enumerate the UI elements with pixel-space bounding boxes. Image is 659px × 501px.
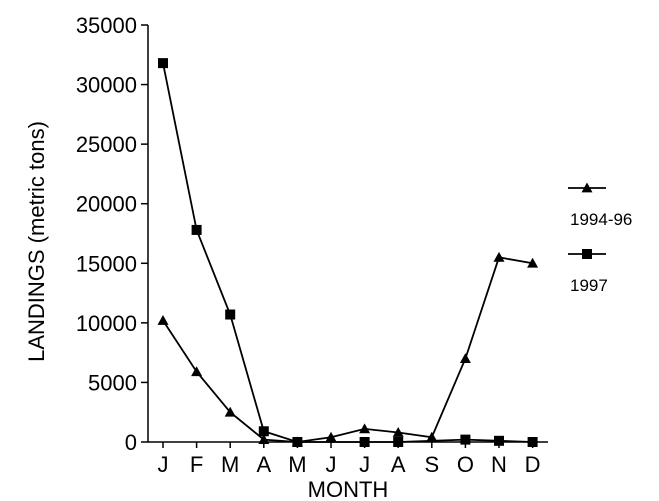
series-1997 xyxy=(158,58,538,447)
data-point-triangle xyxy=(426,431,438,442)
legend: 1994-96 1997 xyxy=(568,182,632,295)
data-point-triangle xyxy=(527,257,539,268)
data-point-square xyxy=(527,437,538,447)
x-tick-label: F xyxy=(190,452,203,477)
y-ticks: 0 5000 10000 15000 20000 25000 30000 35000 xyxy=(76,13,148,455)
data-point-square xyxy=(258,426,269,437)
data-point-square xyxy=(158,58,168,69)
y-axis-title: LANDINGS (metric tons) xyxy=(24,121,49,362)
data-point-triangle xyxy=(493,251,505,262)
x-tick-label: A xyxy=(256,452,271,477)
data-point-triangle xyxy=(157,314,169,325)
legend-label: 1994-96 xyxy=(570,210,632,229)
y-tick-label: 35000 xyxy=(76,13,137,38)
axes xyxy=(147,25,548,443)
legend-triangle-marker xyxy=(581,182,593,193)
series-layer xyxy=(157,58,539,447)
x-tick-label: D xyxy=(525,452,541,477)
data-point-square xyxy=(225,309,236,320)
y-tick-label: 10000 xyxy=(76,311,137,336)
y-tick-label: 20000 xyxy=(76,192,137,217)
y-tick-label: 5000 xyxy=(88,370,137,395)
data-point-triangle xyxy=(359,423,371,434)
x-tick-label: A xyxy=(391,452,406,477)
data-point-square xyxy=(191,224,202,235)
data-point-triangle xyxy=(191,366,203,377)
series-line xyxy=(162,62,533,443)
series-1994-96 xyxy=(157,251,539,447)
data-point-square xyxy=(393,437,404,447)
series-line xyxy=(162,256,533,443)
data-point-triangle xyxy=(325,431,337,442)
y-tick-label: 30000 xyxy=(76,73,137,98)
legend-square-marker xyxy=(582,249,592,259)
x-tick-label: J xyxy=(326,452,337,477)
data-point-triangle xyxy=(224,406,236,417)
legend-item: 1997 xyxy=(568,249,608,295)
x-tick-label: N xyxy=(491,452,507,477)
x-tick-label: M xyxy=(288,452,306,477)
legend-label: 1997 xyxy=(570,276,608,295)
x-tick-label: J xyxy=(359,452,370,477)
data-point-square xyxy=(292,437,303,447)
x-axis-title: MONTH xyxy=(308,477,389,501)
x-tick-label: M xyxy=(221,452,239,477)
x-tick-label: J xyxy=(158,452,169,477)
x-tick-label: O xyxy=(457,452,474,477)
data-point-triangle xyxy=(258,434,270,445)
y-tick-label: 25000 xyxy=(76,132,137,157)
data-point-triangle xyxy=(459,353,471,363)
data-point-square xyxy=(494,435,504,446)
y-tick-label: 0 xyxy=(125,430,137,455)
legend-item: 1994-96 xyxy=(568,182,632,229)
y-tick-label: 15000 xyxy=(76,251,137,276)
data-point-square xyxy=(359,437,370,447)
data-point-triangle xyxy=(392,426,404,437)
data-point-square xyxy=(460,434,471,445)
x-tick-label: S xyxy=(424,452,439,477)
